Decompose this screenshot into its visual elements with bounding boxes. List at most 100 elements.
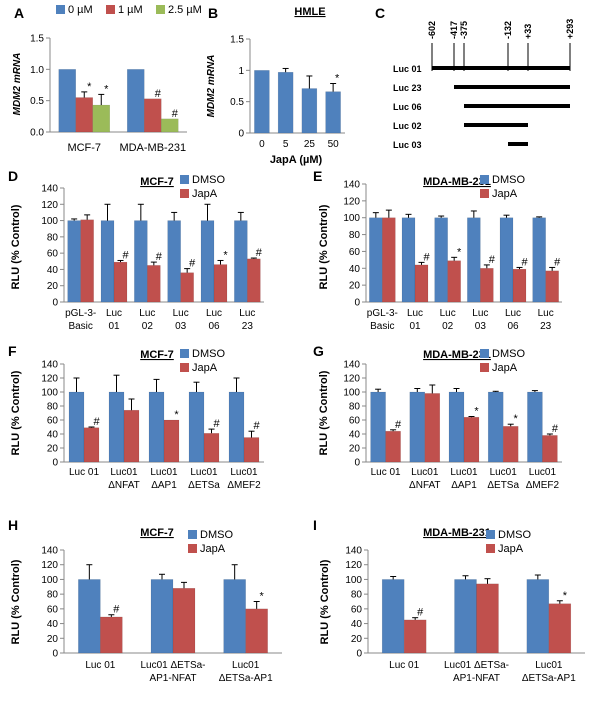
position-label: +33: [523, 24, 533, 39]
legend-label-a: 2.5 µM: [168, 4, 202, 16]
y-tick-label-a: 0.0: [30, 128, 44, 139]
legend-label-e: DMSO: [492, 174, 525, 186]
bar-a-0-µm: [127, 69, 145, 133]
x-tick-label-h: ΔETSa-AP1: [219, 673, 273, 684]
x-tick-label-d: 03: [175, 321, 187, 332]
bar-g-japa: [542, 435, 558, 463]
chart-title-d: MCF-7: [140, 176, 174, 188]
x-tick-label-e: 06: [507, 321, 519, 332]
x-tick-label-h: Luc 01: [85, 660, 115, 671]
y-tick-label-i: 140: [345, 546, 362, 557]
legend-label-i: DMSO: [498, 529, 531, 541]
y-axis-label-b: MDM2 mRNA: [206, 55, 217, 118]
significance-mark-d: #: [189, 258, 196, 270]
y-tick-label-e: 140: [343, 180, 360, 191]
bar-e-dmso: [467, 217, 481, 303]
bar-g-dmso: [370, 391, 386, 463]
significance-mark-d: #: [122, 249, 129, 261]
bar-a-1-µm: [144, 98, 162, 133]
bar-h-japa: [245, 608, 268, 654]
y-tick-label-h: 60: [47, 604, 59, 615]
panel-letter-g: G: [313, 343, 324, 359]
bar-e-dmso: [499, 217, 514, 303]
y-tick-label-f: 40: [47, 430, 59, 441]
construct-label: Luc 01: [393, 64, 422, 74]
x-tick-label-e: pGL-3-: [367, 308, 398, 319]
significance-mark-a: *: [87, 81, 92, 93]
legend-swatch-a: [56, 5, 65, 14]
position-label: +293: [565, 19, 575, 39]
bar-e-japa: [545, 270, 559, 303]
bar-a-2.5-µm: [161, 118, 179, 133]
y-tick-label-d: 100: [41, 216, 58, 227]
bar-e-japa: [480, 268, 494, 303]
significance-mark-i: #: [417, 607, 424, 619]
legend-swatch-h: [188, 530, 197, 539]
x-tick-label-i: Luc01 ΔETSa-: [444, 660, 509, 671]
bar-d-japa: [213, 264, 228, 303]
significance-mark-g: #: [395, 419, 402, 431]
y-tick-label-i: 60: [351, 604, 363, 615]
x-tick-label-e: Basic: [370, 321, 394, 332]
y-tick-label-h: 140: [41, 546, 58, 557]
y-axis-label-i: RLU (% Control): [319, 559, 331, 644]
x-tick-label-e: Luc: [472, 308, 488, 319]
bar-b-series: [254, 70, 270, 134]
panel-letter-a: A: [14, 5, 24, 21]
bar-f-dmso: [188, 391, 205, 463]
construct-label: Luc 06: [393, 102, 422, 112]
x-tick-label-d: Luc: [173, 308, 189, 319]
significance-mark-i: *: [563, 590, 568, 602]
y-tick-label-g: 60: [349, 416, 361, 427]
y-tick-label-b: 1: [238, 66, 244, 77]
y-tick-label-a: 0.5: [30, 96, 44, 107]
y-tick-label-i: 0: [356, 649, 362, 660]
y-tick-label-f: 80: [47, 402, 59, 413]
y-tick-label-g: 80: [349, 402, 361, 413]
legend-label-e: JapA: [492, 188, 518, 200]
y-tick-label-e: 100: [343, 213, 360, 224]
bar-h-japa: [100, 616, 123, 654]
bar-g-dmso: [448, 391, 465, 463]
position-label: -132: [503, 21, 513, 39]
y-axis-label-d: RLU (% Control): [10, 204, 22, 289]
y-tick-label-b: 0.5: [230, 97, 244, 108]
bar-f-dmso: [148, 391, 165, 463]
bar-d-japa: [147, 265, 161, 303]
y-tick-label-d: 80: [47, 232, 59, 243]
legend-label-f: DMSO: [192, 348, 225, 360]
x-tick-label-d: 06: [208, 321, 220, 332]
bar-g-japa: [502, 426, 519, 463]
x-tick-label-f: Luc01: [230, 467, 258, 478]
significance-mark-a: #: [172, 108, 179, 120]
y-tick-label-h: 0: [52, 649, 58, 660]
x-tick-label-g: ΔNFAT: [409, 480, 441, 491]
x-tick-label-b: 5: [283, 139, 289, 150]
bar-e-dmso: [369, 217, 383, 303]
y-tick-label-f: 60: [47, 416, 59, 427]
significance-mark-e: #: [423, 251, 430, 263]
bar-i-japa: [403, 619, 427, 654]
x-tick-label-g: Luc01: [411, 467, 439, 478]
significance-mark-h: *: [260, 591, 265, 603]
legend-label-h: DMSO: [200, 529, 233, 541]
x-tick-label-g: Luc01: [490, 467, 518, 478]
bar-e-japa: [512, 268, 527, 303]
y-tick-label-b: 1.5: [230, 35, 244, 46]
legend-swatch-e: [480, 189, 489, 198]
legend-label-a: 0 µM: [68, 4, 93, 16]
x-tick-label-h: Luc01: [232, 660, 260, 671]
chart-title-h: MCF-7: [140, 527, 174, 539]
significance-mark-f: #: [253, 420, 260, 432]
panel-letter-h: H: [8, 517, 18, 533]
legend-label-g: JapA: [492, 362, 518, 374]
x-tick-label-f: ΔMEF2: [227, 480, 261, 491]
x-tick-label-f: Luc 01: [69, 467, 99, 478]
x-tick-label-f: Luc01: [150, 467, 178, 478]
x-tick-label-e: 23: [540, 321, 552, 332]
legend-swatch-a: [156, 5, 165, 14]
x-tick-label-e: 01: [409, 321, 421, 332]
bar-f-dmso: [228, 391, 245, 463]
x-tick-label-d: 23: [242, 321, 254, 332]
x-tick-label-i: Luc01: [535, 660, 563, 671]
